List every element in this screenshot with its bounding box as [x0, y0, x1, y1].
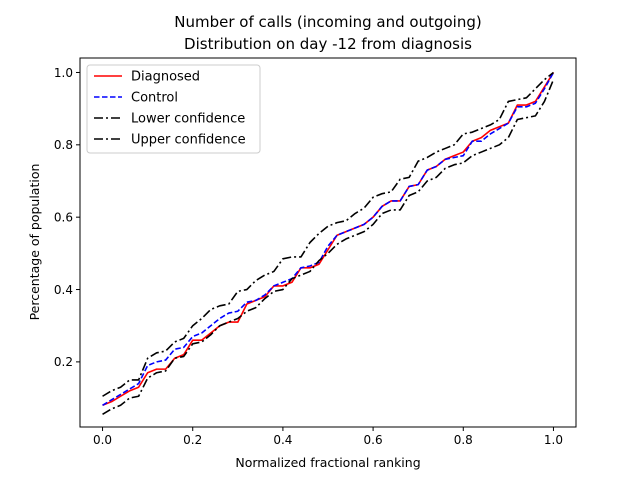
x-axis-label: Normalized fractional ranking: [235, 455, 420, 470]
chart-title: Number of calls (incoming and outgoing): [174, 13, 481, 31]
x-tick-label: 0.8: [454, 433, 473, 447]
legend: Diagnosed Control Lower confidence Upper co…: [86, 64, 261, 154]
x-tick-label: 0.0: [93, 433, 112, 447]
legend-label: Lower confidence: [131, 112, 245, 127]
x-axis: 0.0 0.2 0.4 0.6 0.8 1.0: [93, 427, 563, 447]
legend-label: Diagnosed: [131, 70, 200, 85]
y-tick-label: 0.4: [54, 283, 73, 297]
x-tick-label: 0.4: [273, 433, 292, 447]
chart-subtitle: Distribution on day -12 from diagnosis: [184, 35, 472, 53]
legend-label: Upper confidence: [131, 133, 246, 148]
x-tick-label: 1.0: [544, 433, 563, 447]
x-tick-label: 0.2: [183, 433, 202, 447]
series-line-diagnosed: [102, 72, 555, 407]
y-tick-label: 0.2: [54, 355, 73, 369]
x-tick-label: 0.6: [364, 433, 383, 447]
y-tick-label: 0.8: [54, 138, 73, 152]
y-tick-label: 0.6: [54, 210, 73, 224]
legend-label: Control: [131, 91, 178, 106]
y-axis: 0.2 0.4 0.6 0.8 1.0: [54, 66, 80, 369]
series-line-control: [102, 72, 555, 406]
legend-frame: [86, 64, 261, 154]
plot-frame: [79, 57, 577, 428]
y-axis-label: Percentage of population: [27, 164, 42, 321]
plot-lines: [102, 71, 555, 416]
y-tick-label: 1.0: [54, 66, 73, 80]
